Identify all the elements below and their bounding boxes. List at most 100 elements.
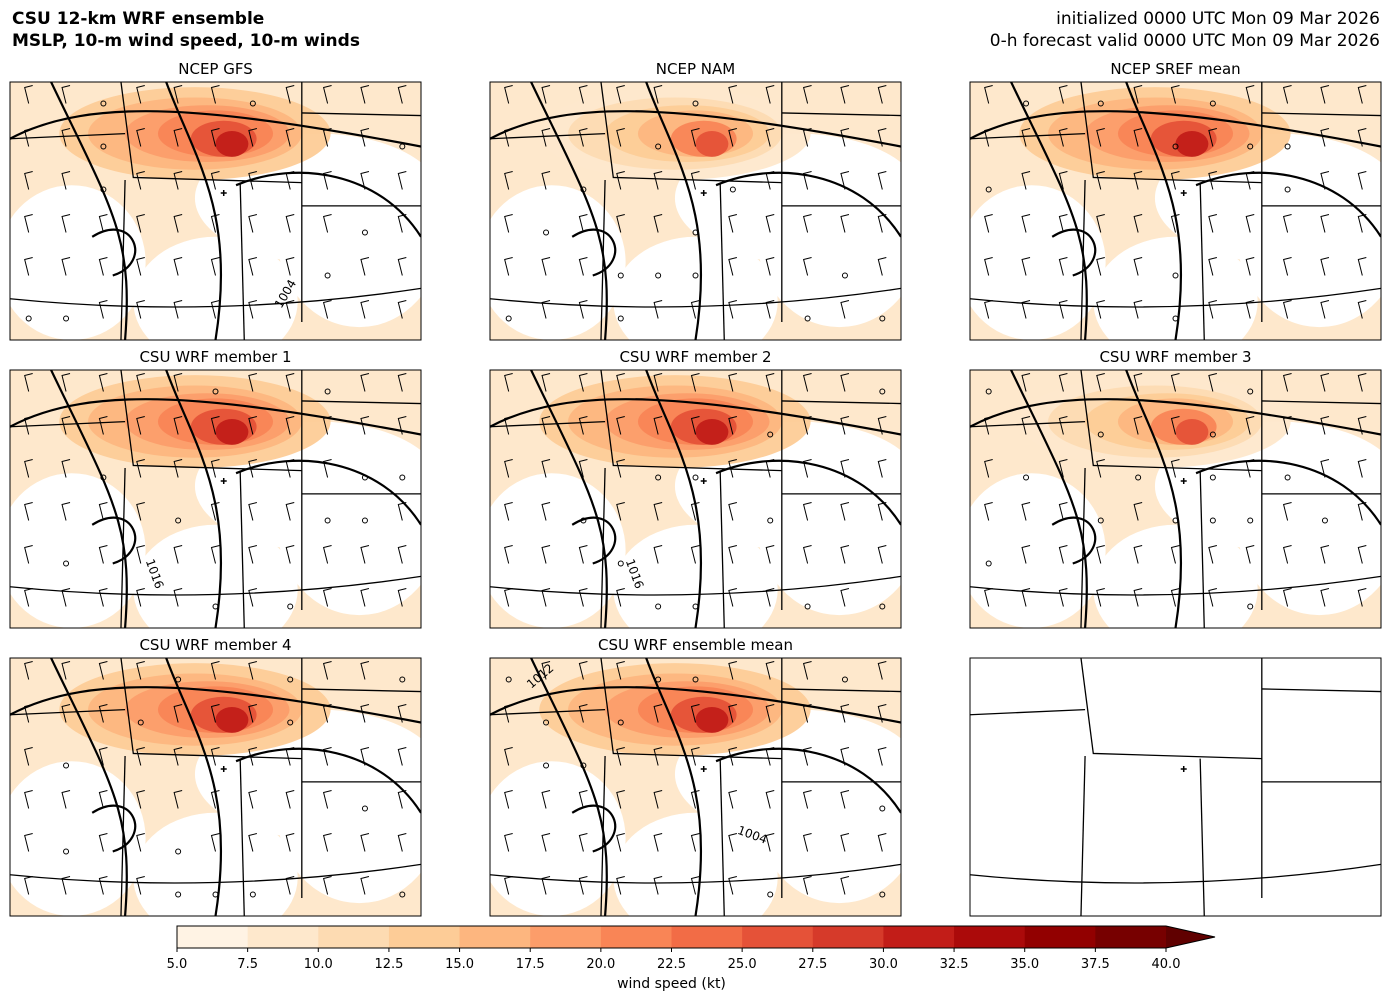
isobar — [165, 370, 223, 628]
time-line: 0-h forecast valid 0000 UTC Mon 09 Mar 2… — [990, 31, 1380, 51]
wind-barb — [24, 704, 33, 723]
wind-barb — [397, 704, 407, 723]
colorbar-tick-label: 37.5 — [1081, 957, 1110, 972]
wind-barb — [1170, 373, 1180, 392]
shade — [1175, 419, 1209, 445]
wind-barb — [210, 128, 220, 147]
wind-barb — [24, 661, 33, 680]
isobar — [10, 398, 421, 436]
wind-barb — [541, 416, 551, 435]
wind-barb — [1282, 214, 1292, 233]
calm-marker — [804, 603, 811, 610]
wind-barb — [1208, 373, 1217, 392]
wind-barb — [541, 833, 551, 852]
calm-marker — [692, 272, 699, 279]
wind-barb — [1170, 416, 1180, 435]
wind-barb — [653, 85, 663, 104]
wind-barb — [1208, 128, 1217, 147]
wind-barb — [653, 833, 663, 852]
wind-barb — [136, 373, 145, 392]
state-border — [781, 400, 901, 405]
state-border — [719, 758, 725, 916]
wind-barb — [1058, 459, 1068, 478]
wind-barb — [877, 128, 887, 147]
wind-barb — [765, 790, 775, 809]
wind-barb — [690, 833, 700, 852]
wind-barb — [24, 502, 33, 521]
isobar — [10, 110, 421, 148]
colorbar-tick-label: 10.0 — [304, 957, 333, 972]
isobar — [571, 228, 617, 277]
calm-marker — [1023, 100, 1030, 107]
wind-barb — [765, 833, 775, 852]
wind-barb — [1282, 588, 1292, 607]
wind-barb — [1282, 545, 1292, 564]
colorbar-tick-label: 22.5 — [657, 957, 686, 972]
shade — [215, 131, 249, 157]
wind-barb — [1058, 373, 1068, 392]
calm-marker — [1247, 143, 1254, 150]
wind-barb — [840, 747, 850, 766]
isobar — [50, 658, 128, 916]
wind-barb — [1245, 300, 1255, 319]
wind-barb — [1170, 85, 1180, 104]
wind-barb — [802, 790, 812, 809]
wind-barb — [360, 85, 370, 104]
calm-marker — [879, 388, 886, 395]
isobar — [715, 747, 901, 814]
state-border — [1080, 468, 1086, 628]
wind-barb — [360, 300, 370, 319]
wind-barb — [541, 545, 551, 564]
state-border — [970, 132, 1086, 140]
wind-barb — [840, 790, 850, 809]
wind-barb — [840, 373, 850, 392]
wind-barb — [248, 790, 257, 809]
isobar — [91, 228, 137, 277]
map-content: 1016 — [10, 370, 421, 628]
wind-barb — [802, 85, 812, 104]
wind-barb — [248, 416, 257, 435]
wind-barb — [322, 85, 332, 104]
calm-marker — [655, 272, 662, 279]
wind-barb — [98, 373, 108, 392]
state-border — [970, 287, 1381, 308]
calm-marker — [100, 143, 107, 150]
calm-marker — [1097, 100, 1104, 107]
panel-title: CSU WRF member 4 — [139, 636, 291, 654]
calm-marker — [580, 517, 587, 524]
wind-barb — [690, 545, 700, 564]
wind-barb — [653, 214, 663, 233]
calm-marker — [505, 315, 512, 322]
wind-barb — [690, 171, 700, 190]
wind-barb — [728, 85, 737, 104]
wind-barb — [1357, 545, 1367, 564]
wind-barb — [877, 85, 887, 104]
state-border — [120, 180, 126, 340]
city-marker — [1180, 765, 1187, 772]
wind-barb — [802, 661, 812, 680]
wind-barb — [765, 545, 775, 564]
wind-barb — [61, 704, 71, 723]
wind-barb — [136, 833, 145, 852]
wind-barb — [210, 833, 220, 852]
wind-barb — [136, 416, 145, 435]
wind-barb — [397, 300, 407, 319]
wind-barb — [1357, 128, 1367, 147]
state-border — [490, 575, 901, 596]
isobar — [1010, 370, 1088, 628]
calm-marker — [63, 315, 70, 322]
wind-barb — [248, 833, 257, 852]
calm-marker — [175, 891, 182, 898]
wind-barb — [285, 502, 295, 521]
title-line: MSLP, 10-m wind speed, 10-m winds — [12, 31, 360, 51]
wind-barb — [840, 85, 850, 104]
wind-barb — [1245, 257, 1255, 276]
wind-barb — [840, 833, 850, 852]
wind-barb — [765, 171, 775, 190]
city-marker — [700, 765, 707, 772]
wind-barb — [728, 833, 737, 852]
wind-barb — [173, 704, 183, 723]
wind-barb — [98, 300, 108, 319]
wind-barb — [173, 171, 183, 190]
wind-barb — [578, 459, 588, 478]
